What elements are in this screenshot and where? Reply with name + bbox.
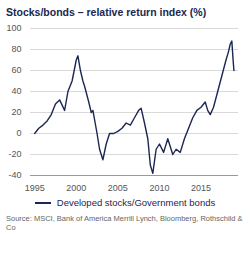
- svg-text:2015: 2015: [191, 183, 211, 193]
- html-text:Developed stocks/Government bo: Developed stocks/Government bonds: [56, 197, 216, 208]
- svg-text:0: 0: [16, 128, 21, 138]
- html-text:Stocks/bonds – relative return: Stocks/bonds – relative return index (%): [6, 6, 207, 18]
- svg-text:80: 80: [11, 44, 21, 54]
- svg-text:-40: -40: [8, 170, 21, 180]
- html-text:Source: MSCI, Bank of America: Source: MSCI, Bank of America Merrill Ly…: [6, 214, 243, 233]
- svg-text:1995: 1995: [25, 183, 45, 193]
- svg-text:2005: 2005: [108, 183, 128, 193]
- svg-text:2010: 2010: [149, 183, 169, 193]
- svg-text:2000: 2000: [66, 183, 86, 193]
- svg-text:100: 100: [6, 23, 21, 33]
- svg-text:60: 60: [11, 65, 21, 75]
- svg-text:20: 20: [11, 107, 21, 117]
- svg-text:-20: -20: [8, 149, 21, 159]
- svg-text:40: 40: [11, 86, 21, 96]
